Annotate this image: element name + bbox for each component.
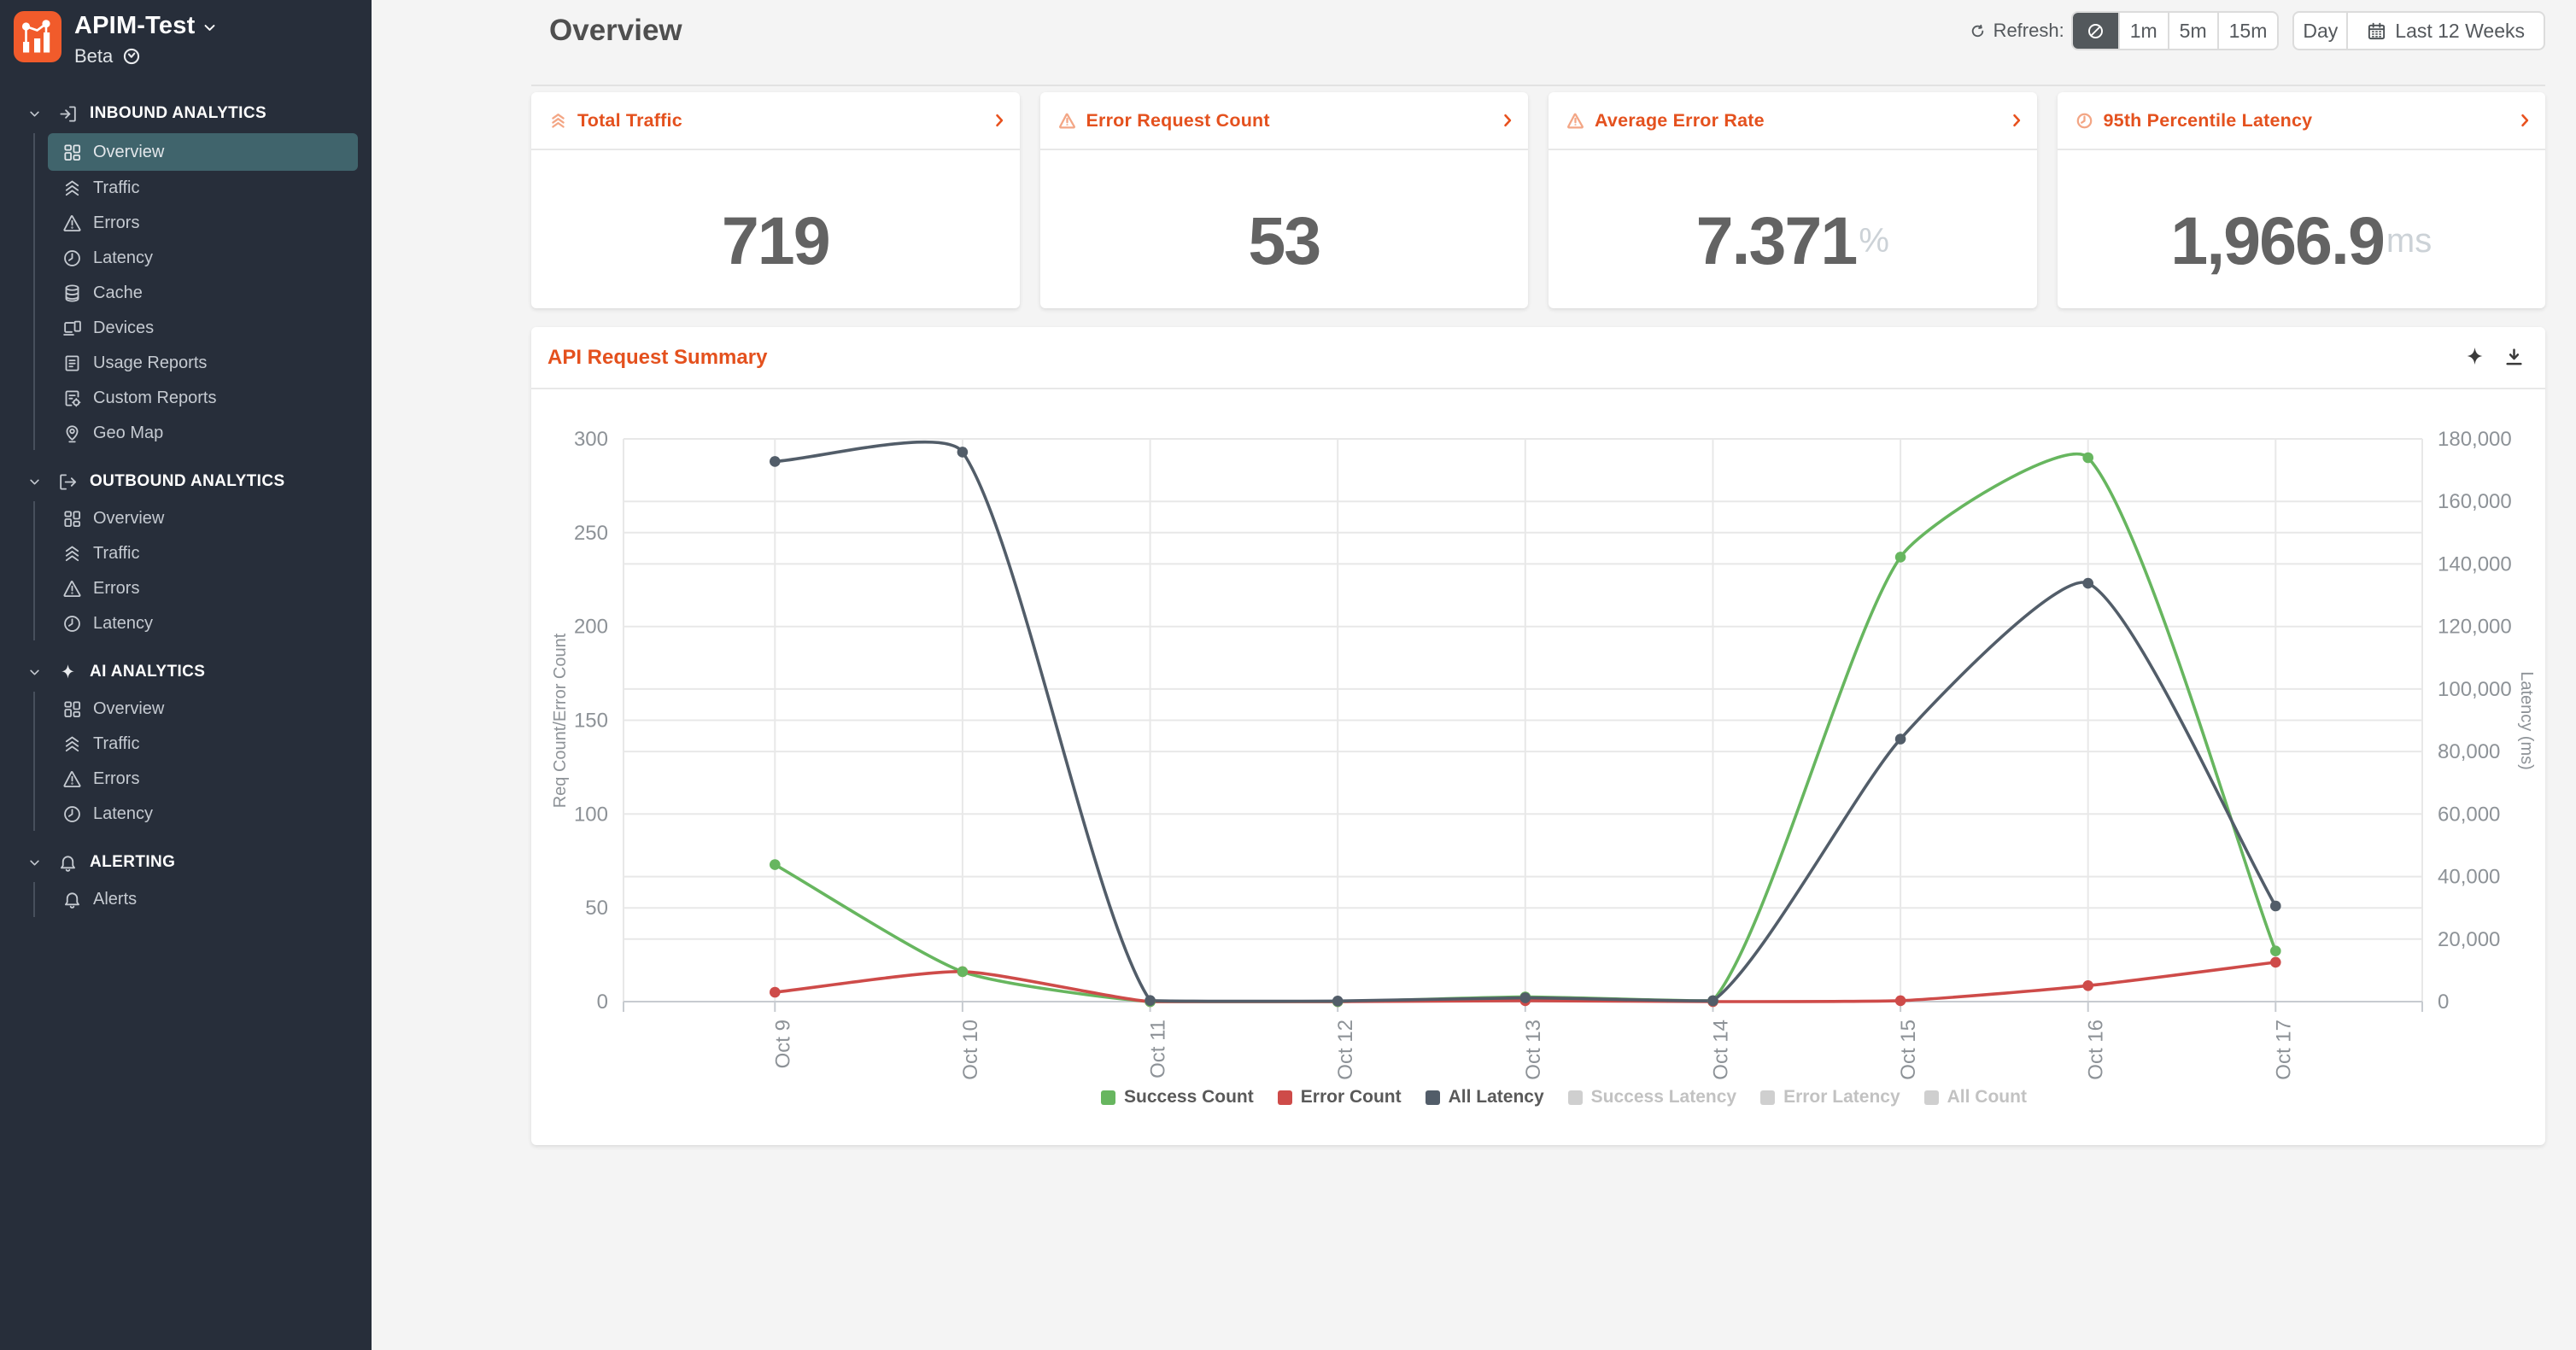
svg-text:120,000: 120,000 [2438,616,2512,639]
svg-text:300: 300 [574,428,608,451]
svg-text:0: 0 [2438,991,2449,1014]
svg-text:100,000: 100,000 [2438,678,2512,701]
svg-text:100: 100 [574,803,608,826]
svg-text:20,000: 20,000 [2438,928,2500,951]
svg-text:Latency (ms): Latency (ms) [2517,671,2536,770]
svg-text:50: 50 [585,897,608,920]
svg-text:Oct 10: Oct 10 [959,1020,982,1080]
svg-text:Oct 16: Oct 16 [2085,1020,2108,1080]
svg-text:80,000: 80,000 [2438,740,2500,763]
svg-text:Oct 12: Oct 12 [1334,1020,1357,1080]
svg-text:Req Count/Error Count: Req Count/Error Count [551,633,570,808]
svg-text:Oct 17: Oct 17 [2272,1020,2295,1080]
svg-text:160,000: 160,000 [2438,490,2512,513]
svg-text:250: 250 [574,522,608,545]
svg-text:Oct 11: Oct 11 [1147,1020,1170,1078]
svg-text:140,000: 140,000 [2438,552,2512,576]
svg-text:Oct 13: Oct 13 [1522,1020,1545,1080]
svg-text:Oct 15: Oct 15 [1897,1020,1920,1080]
svg-text:180,000: 180,000 [2438,428,2512,451]
svg-text:0: 0 [597,991,608,1014]
svg-text:150: 150 [574,710,608,733]
svg-text:Oct 9: Oct 9 [771,1020,794,1068]
svg-text:60,000: 60,000 [2438,803,2500,826]
svg-text:Oct 14: Oct 14 [1710,1020,1733,1080]
svg-text:200: 200 [574,616,608,639]
svg-text:40,000: 40,000 [2438,866,2500,889]
